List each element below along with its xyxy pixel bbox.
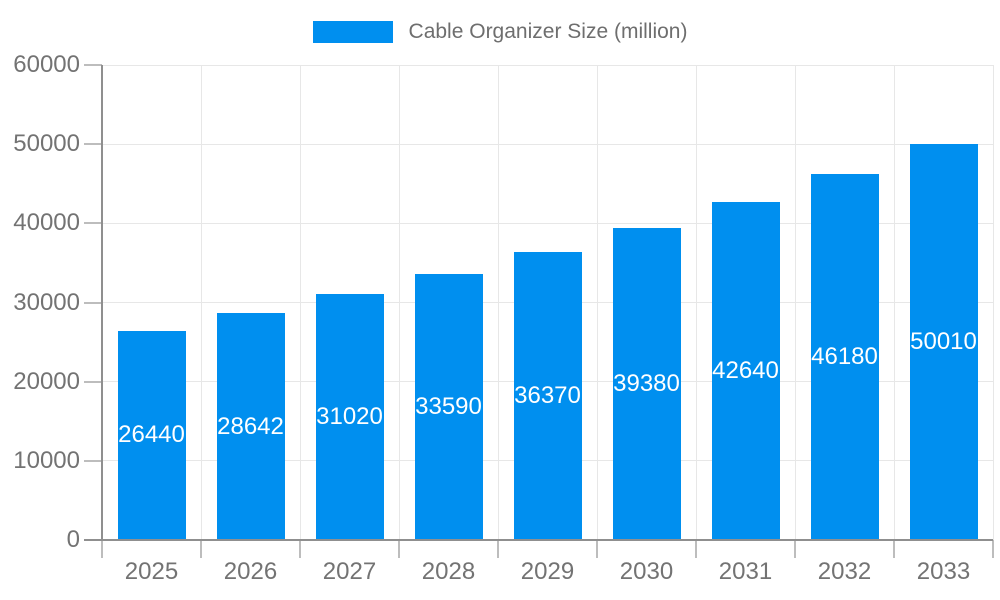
x-tick	[200, 540, 202, 558]
bar-value-label: 31020	[316, 403, 383, 431]
y-axis-label: 20000	[13, 367, 80, 395]
bar-2030[interactable]: 39380	[612, 228, 681, 540]
y-axis-label: 10000	[13, 446, 80, 474]
x-axis-label: 2033	[916, 558, 971, 585]
y-tick	[84, 380, 102, 383]
bar-2025[interactable]: 26440	[117, 330, 186, 540]
x-tick	[596, 540, 598, 558]
y-axis-label: 0	[66, 526, 80, 553]
y-tick	[84, 143, 102, 146]
x-gridline	[596, 65, 598, 540]
x-tick	[695, 540, 697, 558]
bar-value-label: 46180	[811, 343, 878, 371]
y-gridline	[102, 64, 993, 66]
y-gridline	[102, 222, 993, 224]
y-tick	[84, 64, 102, 66]
x-axis-label: 2030	[619, 558, 674, 585]
legend-swatch	[312, 21, 393, 43]
x-axis-label: 2027	[322, 558, 377, 585]
bar-2028[interactable]: 33590	[414, 274, 483, 540]
x-tick	[794, 540, 796, 558]
bar-value-label: 42640	[712, 357, 779, 385]
x-tick	[101, 540, 103, 558]
y-axis-label: 60000	[13, 51, 80, 78]
bar-value-label: 26440	[118, 421, 185, 449]
x-gridline	[794, 65, 796, 540]
y-axis-line	[101, 65, 103, 540]
y-tick	[84, 459, 102, 462]
x-axis-label: 2025	[124, 558, 179, 585]
bar-value-label: 39380	[613, 370, 680, 398]
bar-2026[interactable]: 28642	[216, 313, 285, 540]
y-axis-label: 30000	[13, 288, 80, 316]
x-gridline	[497, 65, 499, 540]
y-tick	[84, 222, 102, 225]
bar-value-label: 50010	[910, 328, 977, 356]
x-gridline	[893, 65, 895, 540]
bar-value-label: 36370	[514, 382, 581, 410]
bar-2032[interactable]: 46180	[810, 174, 879, 540]
x-gridline	[200, 65, 202, 540]
x-tick	[992, 540, 994, 558]
x-axis-line	[84, 539, 993, 541]
x-axis-label: 2028	[421, 558, 476, 585]
bar-value-label: 28642	[217, 412, 284, 440]
bar-value-label: 33590	[415, 393, 482, 421]
y-axis-label: 50000	[13, 130, 80, 158]
bar-2027[interactable]: 31020	[315, 294, 384, 540]
bar-2033[interactable]: 50010	[909, 144, 978, 540]
legend[interactable]: Cable Organizer Size (million)	[0, 18, 1000, 46]
x-axis-label: 2031	[718, 558, 773, 585]
x-axis-label: 2032	[817, 558, 872, 585]
y-tick	[84, 301, 102, 304]
x-tick	[398, 540, 400, 558]
x-tick	[299, 540, 301, 558]
x-gridline	[398, 65, 400, 540]
bar-2029[interactable]: 36370	[513, 252, 582, 540]
x-gridline	[992, 65, 994, 540]
legend-label: Cable Organizer Size (million)	[408, 20, 688, 43]
bar-2031[interactable]: 42640	[711, 202, 780, 540]
x-tick	[893, 540, 895, 558]
y-gridline	[102, 143, 993, 145]
x-axis-label: 2029	[520, 558, 575, 585]
x-gridline	[695, 65, 697, 540]
x-axis-label: 2026	[223, 558, 278, 585]
x-gridline	[299, 65, 301, 540]
x-tick	[497, 540, 499, 558]
y-axis-label: 40000	[13, 209, 80, 237]
